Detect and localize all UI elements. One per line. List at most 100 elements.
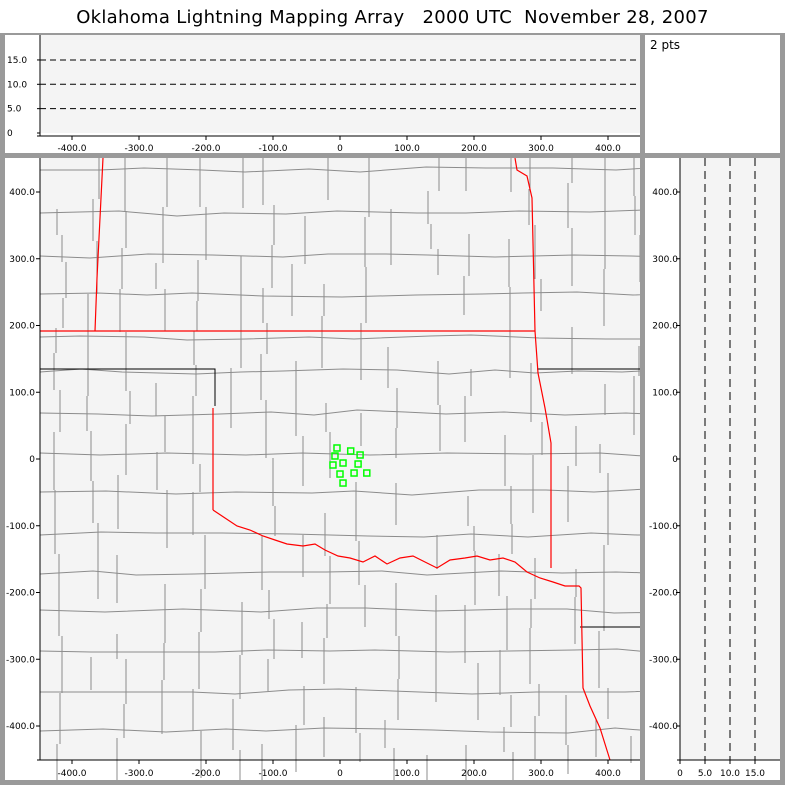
y-tick-label: 0 [672, 455, 678, 465]
county-line [426, 158, 441, 785]
county-line [39, 452, 644, 457]
altitude-vs-x-plot: 0 5.0 10.0 15.0 -400.0 -300.0 -200.0 -100.0 0 100… [7, 35, 640, 154]
x-tick-label: -200.0 [191, 769, 220, 779]
lightning-source-point [346, 447, 355, 455]
x-tick-label: 100.0 [394, 144, 420, 153]
county-line [595, 158, 609, 757]
lightning-source-point [333, 444, 341, 452]
county-line [498, 158, 514, 785]
y-tick-label: 100.0 [9, 388, 35, 398]
county-line [39, 209, 645, 217]
y-tick-label: -400.0 [6, 722, 35, 732]
x-tick-label: -100.0 [258, 144, 287, 153]
x-tick-label: 100.0 [394, 769, 420, 779]
plan-view-map[interactable]: 400.0 300.0 200.0 100.0 0 -100.0 -200.0 -300.0 -… [5, 157, 703, 785]
y-tick-label: 300.0 [652, 255, 678, 265]
x-tick-label: 300.0 [528, 144, 554, 153]
info-panel [645, 35, 780, 153]
y-tick-label: -100.0 [649, 522, 678, 532]
county-line [40, 166, 664, 173]
page-title: Oklahoma Lightning Mapping Array 2000 UT… [0, 0, 785, 33]
county-line [39, 368, 680, 375]
y-tick-label: 200.0 [9, 322, 35, 332]
x-tick-label: 0 [337, 144, 343, 153]
state-border-colorado-kansas [94, 157, 104, 332]
lightning-source-point [336, 470, 344, 478]
county-line [39, 334, 655, 341]
lightning-source-point [354, 460, 362, 468]
x-tick-label: 400.0 [595, 144, 621, 153]
y-tick-label: -200.0 [6, 589, 35, 599]
altitude-vs-y-panel: 400.0 300.0 200.0 100.0 0 -100.0 -200.0 -300.0 -… [645, 158, 780, 780]
y-tick-label: -100.0 [6, 522, 35, 532]
county-line [291, 216, 306, 772]
y-tick-label: 300.0 [9, 255, 35, 265]
lightning-source-point [331, 452, 339, 460]
x-tick-label: 300.0 [528, 769, 554, 779]
x-tick-label: 200.0 [461, 144, 487, 153]
plot-background [40, 158, 640, 760]
county-line [40, 688, 678, 695]
county-line [528, 158, 543, 759]
y-tick-label: -300.0 [649, 655, 678, 665]
county-line [39, 607, 680, 614]
y-tick-label: -300.0 [6, 655, 35, 665]
x-tick-label: -300.0 [124, 144, 153, 153]
x-tick-label: -100.0 [258, 769, 287, 779]
x-tick-label: 200.0 [461, 769, 487, 779]
state-border-red-river [212, 509, 611, 761]
county-line [384, 209, 400, 785]
county-line [39, 488, 647, 496]
x-tick-label: -400.0 [57, 769, 86, 779]
x-tick-label: 400.0 [595, 769, 621, 779]
county-line [39, 531, 688, 538]
county-line [53, 209, 67, 785]
county-line [321, 158, 331, 757]
county-line [463, 158, 479, 785]
county-line [230, 158, 244, 785]
y-tick-label: -200.0 [649, 589, 678, 599]
county-boundaries [39, 158, 703, 785]
county-line [39, 570, 686, 576]
y-tick-label: 200.0 [652, 322, 678, 332]
county-line [39, 253, 690, 259]
x-tick-label: 0 [337, 769, 343, 779]
lightning-source-point [339, 479, 347, 487]
county-line [39, 409, 672, 417]
lightning-source-point [339, 459, 347, 467]
x-tick-label: 5.0 [698, 769, 713, 779]
y-tick-label: 100.0 [652, 388, 678, 398]
x-tick-label: -400.0 [57, 144, 86, 153]
x-tick-label: -300.0 [124, 769, 153, 779]
lightning-source-point [356, 451, 364, 459]
y-tick-label: 0 [29, 455, 35, 465]
altitude-vs-y-plot: 400.0 300.0 200.0 100.0 0 -100.0 -200.0 -300.0 -… [649, 158, 780, 779]
y-tick-label: 400.0 [652, 188, 678, 198]
county-line [192, 158, 207, 778]
county-line [116, 158, 131, 780]
altitude-vs-x-panel: 0 5.0 10.0 15.0 -400.0 -300.0 -200.0 -100.0 0 100… [5, 35, 640, 154]
map-panel: 400.0 300.0 200.0 100.0 0 -100.0 -200.0 -300.0 -… [5, 157, 703, 785]
y-tick-label: 0 [7, 129, 13, 139]
x-tick-label: 0 [677, 769, 683, 779]
state-border-east [514, 157, 552, 568]
county-line [355, 158, 370, 762]
y-tick-label: -400.0 [649, 722, 678, 732]
county-line [155, 158, 168, 734]
x-tick-label: 15.0 [745, 769, 765, 779]
x-tick-label: -200.0 [191, 144, 220, 153]
county-line [565, 158, 577, 774]
y-tick-label: 10.0 [7, 80, 27, 90]
x-tick-label: 10.0 [720, 769, 740, 779]
point-count: 2 pts [650, 38, 681, 52]
state-border-oklahoma-panhandle [40, 368, 216, 406]
lightning-source-point [350, 469, 358, 477]
county-line [39, 291, 703, 298]
y-tick-label: 15.0 [7, 56, 27, 66]
county-line [260, 158, 276, 785]
y-tick-label: 400.0 [9, 188, 35, 198]
county-line [39, 648, 673, 655]
lightning-source-point [363, 469, 371, 477]
lightning-source-point [329, 461, 337, 469]
y-tick-label: 5.0 [7, 105, 22, 115]
